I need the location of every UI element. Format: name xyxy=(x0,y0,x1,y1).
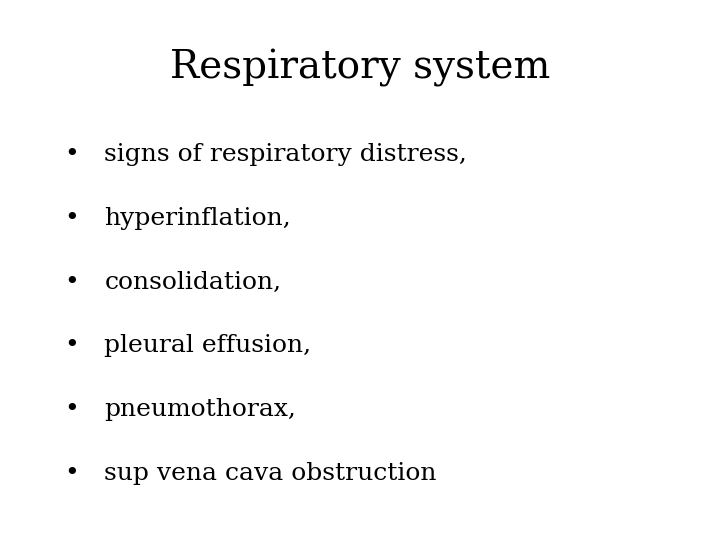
Text: •: • xyxy=(65,398,79,421)
Text: •: • xyxy=(65,143,79,166)
Text: hyperinflation,: hyperinflation, xyxy=(104,207,291,230)
Text: sup vena cava obstruction: sup vena cava obstruction xyxy=(104,462,437,485)
Text: •: • xyxy=(65,207,79,230)
Text: Respiratory system: Respiratory system xyxy=(170,49,550,86)
Text: pneumothorax,: pneumothorax, xyxy=(104,398,296,421)
Text: consolidation,: consolidation, xyxy=(104,271,282,294)
Text: •: • xyxy=(65,462,79,485)
Text: •: • xyxy=(65,271,79,294)
Text: pleural effusion,: pleural effusion, xyxy=(104,334,312,357)
Text: signs of respiratory distress,: signs of respiratory distress, xyxy=(104,143,467,166)
Text: •: • xyxy=(65,334,79,357)
